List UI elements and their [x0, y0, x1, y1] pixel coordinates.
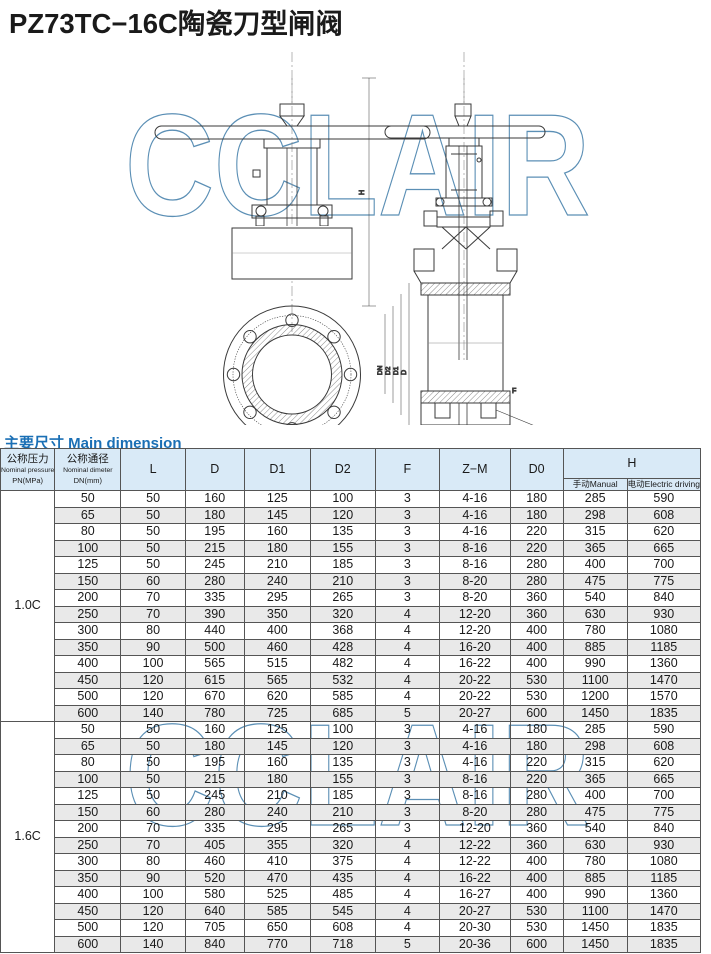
svg-text:H: H: [359, 190, 366, 195]
svg-text:D2: D2: [385, 366, 392, 375]
svg-text:D1: D1: [393, 366, 400, 375]
svg-text:F: F: [512, 388, 516, 395]
svg-text:D: D: [401, 370, 408, 375]
svg-text:DN: DN: [377, 365, 384, 375]
